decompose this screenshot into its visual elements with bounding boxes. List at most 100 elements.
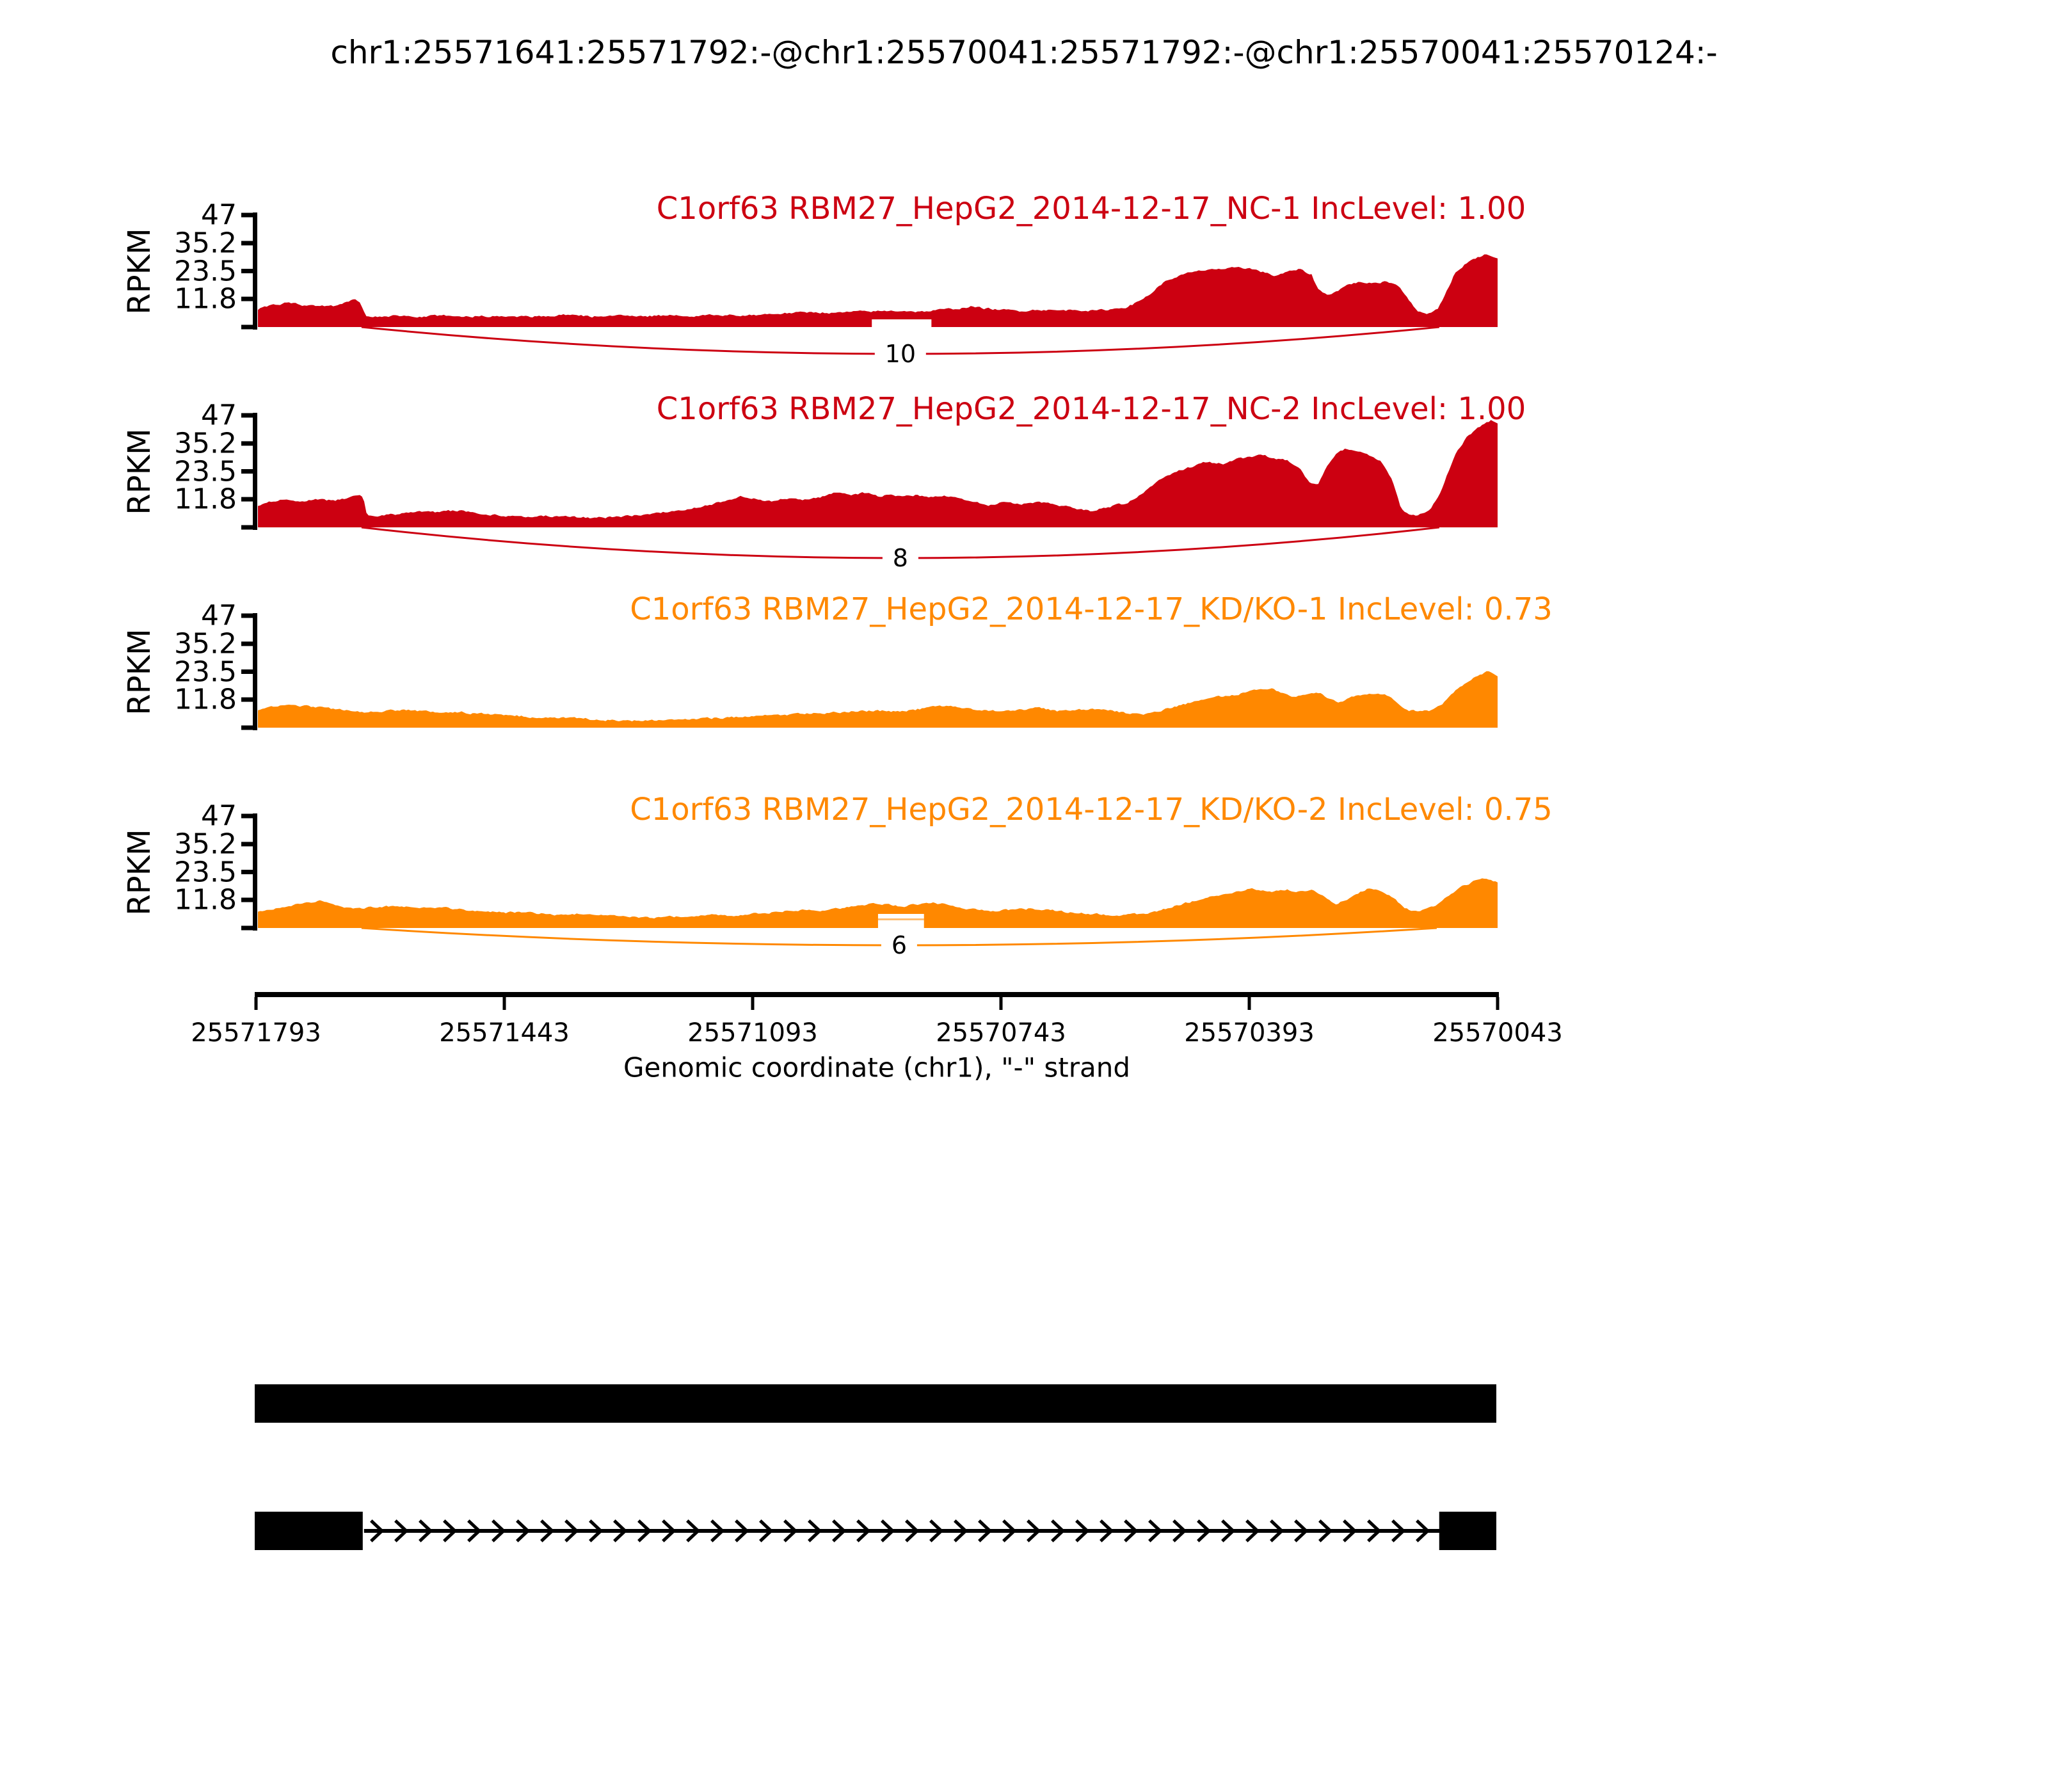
junction-notch-box bbox=[872, 319, 932, 328]
intron-arrow-icon bbox=[1027, 1519, 1041, 1542]
y-tick-mark bbox=[241, 813, 255, 819]
y-axis-spine bbox=[253, 212, 257, 330]
intron-arrow-icon bbox=[370, 1519, 385, 1542]
intron-arrow-icon bbox=[710, 1519, 725, 1542]
intron-arrow-icon bbox=[589, 1519, 604, 1542]
x-axis-line bbox=[255, 992, 1499, 997]
y-tick-label: 35.2 bbox=[174, 828, 237, 861]
y-tick-mark bbox=[241, 296, 255, 301]
y-tick-label: 35.2 bbox=[174, 627, 237, 660]
intron-arrow-icon bbox=[662, 1519, 676, 1542]
y-tick-mark bbox=[241, 212, 255, 218]
intron-arrow-icon bbox=[832, 1519, 847, 1542]
intron-arrow-icon bbox=[686, 1519, 701, 1542]
junction-notch-line bbox=[877, 918, 924, 920]
intron-arrow-icon bbox=[1343, 1519, 1357, 1542]
x-tick-mark bbox=[999, 997, 1003, 1010]
y-tick-mark bbox=[241, 641, 255, 646]
intron-arrow-icon bbox=[881, 1519, 895, 1542]
x-tick-label: 25570043 bbox=[1432, 1018, 1563, 1048]
y-tick-mark bbox=[241, 925, 255, 931]
y-tick-label: 23.5 bbox=[174, 856, 237, 888]
y-tick-label: 47 bbox=[201, 799, 237, 833]
intron-arrow-icon bbox=[1367, 1519, 1382, 1542]
intron-arrow-icon bbox=[954, 1519, 968, 1542]
y-tick-label: 35.2 bbox=[174, 427, 237, 460]
intron-arrow-icon bbox=[394, 1519, 409, 1542]
y-tick-mark bbox=[241, 613, 255, 618]
y-tick-mark bbox=[241, 413, 255, 418]
y-axis-spine bbox=[253, 613, 257, 730]
y-tick-mark bbox=[241, 441, 255, 446]
rpkm-axis-label: RPKM bbox=[122, 828, 157, 916]
intron-arrow-icon bbox=[467, 1519, 482, 1542]
intron-arrow-icon bbox=[1270, 1519, 1284, 1542]
y-axis-spine bbox=[253, 413, 257, 530]
y-tick-mark bbox=[241, 241, 255, 246]
x-tick-mark bbox=[254, 997, 258, 1010]
intron-arrow-icon bbox=[1245, 1519, 1260, 1542]
track-title-nc2: C1orf63 RBM27_HepG2_2014-12-17_NC-2 IncL… bbox=[656, 391, 1526, 427]
intron-arrow-icon bbox=[637, 1519, 652, 1542]
intron-arrow-icon bbox=[419, 1519, 433, 1542]
intron-arrow-icon bbox=[759, 1519, 774, 1542]
intron-arrow-icon bbox=[564, 1519, 579, 1542]
coverage-fill bbox=[258, 878, 1498, 928]
intron-arrow-icon bbox=[808, 1519, 822, 1542]
intron-arrow-icon bbox=[1318, 1519, 1333, 1542]
intron-arrow-icon bbox=[978, 1519, 993, 1542]
x-axis-title: Genomic coordinate (chr1), "-" strand bbox=[623, 1052, 1131, 1084]
intron-arrow-icon bbox=[783, 1519, 798, 1542]
track-title-nc1: C1orf63 RBM27_HepG2_2014-12-17_NC-1 IncL… bbox=[656, 191, 1526, 227]
y-tick-mark bbox=[241, 842, 255, 847]
intron-arrow-icon bbox=[856, 1519, 871, 1542]
y-tick-label: 47 bbox=[201, 198, 237, 232]
intron-arrow-icon bbox=[1391, 1519, 1406, 1542]
junction-count-label: 10 bbox=[874, 339, 927, 369]
rpkm-axis-label: RPKM bbox=[122, 227, 157, 315]
y-tick-mark bbox=[241, 525, 255, 530]
coverage-fill bbox=[258, 254, 1498, 327]
y-tick-mark bbox=[241, 669, 255, 674]
x-tick-mark bbox=[1247, 997, 1251, 1010]
y-tick-label: 11.8 bbox=[174, 282, 237, 316]
y-tick-mark bbox=[241, 725, 255, 730]
y-tick-label: 23.5 bbox=[174, 255, 237, 287]
y-tick-label: 47 bbox=[201, 399, 237, 432]
figure-title: chr1:25571641:25571792:-@chr1:25570041:2… bbox=[330, 34, 1718, 71]
intron-arrow-icon bbox=[1294, 1519, 1309, 1542]
y-tick-mark bbox=[241, 324, 255, 330]
y-tick-mark bbox=[241, 269, 255, 273]
y-tick-label: 23.5 bbox=[174, 655, 237, 688]
track-title-kdko1: C1orf63 RBM27_HepG2_2014-12-17_KD/KO-1 I… bbox=[630, 591, 1553, 627]
x-tick-label: 25571093 bbox=[687, 1018, 818, 1048]
intron-arrow-icon bbox=[492, 1519, 506, 1542]
y-axis-spine bbox=[253, 813, 257, 931]
intron-arrow-icon bbox=[1100, 1519, 1114, 1542]
intron-arrow-icon bbox=[540, 1519, 555, 1542]
intron-arrow-icon bbox=[1221, 1519, 1236, 1542]
intron-arrow-icon bbox=[1051, 1519, 1066, 1542]
y-tick-mark bbox=[241, 469, 255, 474]
gene-intron-line bbox=[364, 1529, 1441, 1533]
y-tick-mark bbox=[241, 697, 255, 702]
x-tick-label: 25570743 bbox=[936, 1018, 1066, 1048]
x-tick-label: 25570393 bbox=[1184, 1018, 1315, 1048]
x-tick-label: 25571443 bbox=[439, 1018, 570, 1048]
intron-arrow-icon bbox=[443, 1519, 458, 1542]
intron-arrow-icon bbox=[929, 1519, 944, 1542]
junction-count-label: 8 bbox=[882, 543, 918, 573]
intron-arrow-icon bbox=[905, 1519, 920, 1542]
intron-arrow-icon bbox=[735, 1519, 749, 1542]
x-tick-mark bbox=[502, 997, 506, 1010]
y-tick-label: 35.2 bbox=[174, 227, 237, 260]
gene-exon bbox=[255, 1512, 363, 1550]
intron-arrow-icon bbox=[1416, 1519, 1430, 1542]
y-tick-mark bbox=[241, 897, 255, 902]
rpkm-axis-label: RPKM bbox=[122, 628, 157, 716]
x-tick-label: 25571793 bbox=[191, 1018, 321, 1048]
y-tick-label: 11.8 bbox=[174, 483, 237, 516]
x-tick-mark bbox=[751, 997, 755, 1010]
